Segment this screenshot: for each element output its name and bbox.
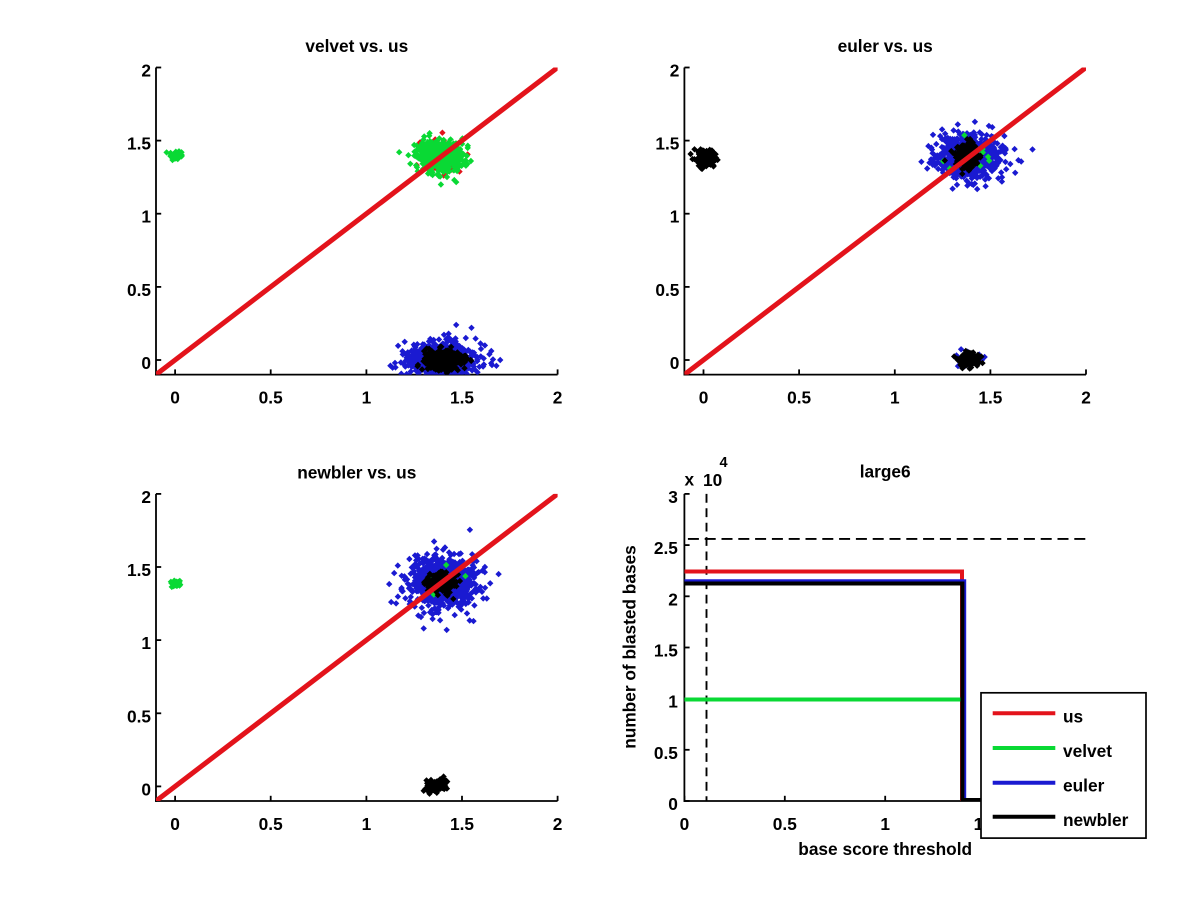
- svg-text:us: us: [1063, 706, 1083, 726]
- svg-text:base score threshold: base score threshold: [798, 839, 972, 859]
- svg-text:1: 1: [890, 388, 900, 408]
- svg-text:2: 2: [141, 487, 151, 507]
- svg-text:0.5: 0.5: [259, 814, 283, 834]
- svg-text:1: 1: [668, 692, 678, 712]
- svg-text:0.5: 0.5: [259, 388, 283, 408]
- svg-text:euler vs. us: euler vs. us: [838, 36, 933, 56]
- svg-text:2: 2: [668, 589, 678, 609]
- svg-text:2: 2: [553, 814, 563, 834]
- svg-text:1: 1: [880, 814, 890, 834]
- svg-text:1.5: 1.5: [654, 641, 678, 661]
- svg-text:x: x: [685, 470, 695, 490]
- svg-text:0: 0: [141, 779, 151, 799]
- svg-text:1.5: 1.5: [450, 814, 474, 834]
- svg-text:0.5: 0.5: [127, 706, 151, 726]
- svg-text:0: 0: [670, 353, 680, 373]
- svg-text:2: 2: [553, 388, 563, 408]
- svg-text:number of blasted bases: number of blasted bases: [620, 545, 640, 749]
- svg-text:0: 0: [170, 814, 180, 834]
- svg-text:1.5: 1.5: [655, 134, 679, 154]
- svg-text:1.5: 1.5: [127, 560, 151, 580]
- svg-text:0: 0: [699, 388, 709, 408]
- svg-text:0: 0: [141, 353, 151, 373]
- svg-text:4: 4: [720, 455, 728, 471]
- svg-text:1.5: 1.5: [127, 134, 151, 154]
- svg-text:1: 1: [141, 207, 151, 227]
- svg-text:1: 1: [362, 814, 372, 834]
- svg-text:2: 2: [670, 61, 680, 81]
- svg-text:1: 1: [670, 207, 680, 227]
- svg-text:0.5: 0.5: [773, 814, 797, 834]
- svg-text:1.5: 1.5: [450, 388, 474, 408]
- svg-text:euler: euler: [1063, 776, 1105, 796]
- svg-text:0.5: 0.5: [654, 743, 678, 763]
- svg-text:3: 3: [668, 487, 678, 507]
- svg-text:2.5: 2.5: [654, 538, 678, 558]
- svg-text:velvet: velvet: [1063, 741, 1112, 761]
- svg-text:newbler vs. us: newbler vs. us: [297, 462, 416, 482]
- svg-text:0: 0: [170, 388, 180, 408]
- svg-text:1.5: 1.5: [978, 388, 1002, 408]
- svg-text:2: 2: [141, 61, 151, 81]
- svg-text:large6: large6: [860, 462, 911, 482]
- svg-text:1: 1: [141, 633, 151, 653]
- svg-text:newbler: newbler: [1063, 810, 1129, 830]
- svg-text:velvet vs. us: velvet vs. us: [305, 36, 408, 56]
- svg-text:2: 2: [1081, 388, 1091, 408]
- svg-text:0: 0: [668, 794, 678, 814]
- svg-text:1: 1: [362, 388, 372, 408]
- svg-text:0.5: 0.5: [127, 280, 151, 300]
- svg-text:0.5: 0.5: [787, 388, 811, 408]
- svg-text:0: 0: [680, 814, 690, 834]
- svg-text:10: 10: [703, 470, 722, 490]
- svg-text:0.5: 0.5: [655, 280, 679, 300]
